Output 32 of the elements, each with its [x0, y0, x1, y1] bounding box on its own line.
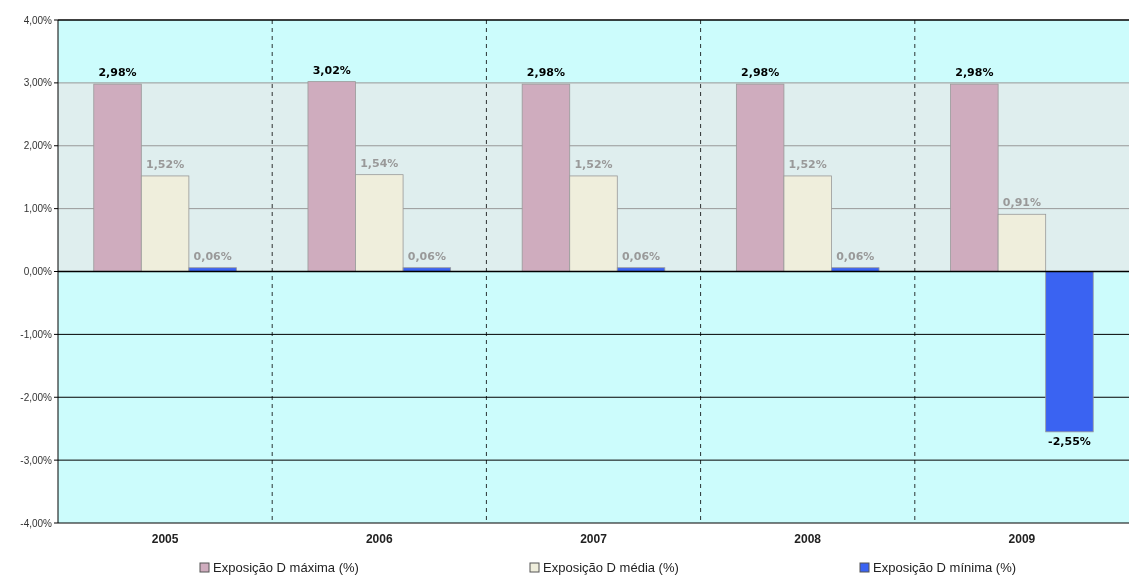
legend-label: Exposição D média (%)	[543, 560, 679, 575]
y-tick-label: -1,00%	[20, 328, 53, 340]
data-label: 0,06%	[836, 249, 875, 263]
y-tick-label: -4,00%	[20, 517, 53, 529]
y-tick-label: -2,00%	[20, 391, 53, 403]
y-tick-label: 1,00%	[23, 203, 53, 215]
x-tick-label: 2009	[1008, 532, 1036, 546]
y-tick-label: -3,00%	[20, 454, 53, 466]
data-label: 1,52%	[574, 157, 613, 171]
y-tick-label: 3,00%	[23, 77, 53, 89]
data-label: 0,06%	[407, 249, 446, 263]
x-tick-label: 2008	[794, 532, 822, 546]
data-label: 2,98%	[526, 66, 566, 80]
x-tick-label: 2005	[151, 532, 179, 546]
data-label: 3,02%	[312, 63, 351, 77]
data-label: 0,06%	[193, 249, 232, 263]
data-label: -2,55%	[1048, 434, 1091, 448]
y-tick-label: 4,00%	[23, 14, 53, 26]
data-label: 0,06%	[621, 249, 661, 263]
data-label: 1,52%	[788, 157, 827, 171]
data-label: 2,98%	[955, 66, 994, 80]
data-label: 2,98%	[741, 66, 780, 80]
y-tick-label: 0,00%	[23, 266, 53, 277]
x-tick-label: 2006	[365, 532, 393, 546]
legend-label: Exposição D mínima (%)	[873, 560, 1017, 575]
legend-label: Exposição D máxima (%)	[213, 560, 359, 575]
data-label: 1,54%	[360, 156, 399, 170]
y-tick-label: 2,00%	[23, 140, 53, 152]
data-label: 1,52%	[146, 157, 185, 171]
x-tick-label: 2007	[580, 532, 608, 546]
data-label: 0,91%	[1002, 196, 1041, 210]
data-label: 2,98%	[98, 66, 137, 80]
